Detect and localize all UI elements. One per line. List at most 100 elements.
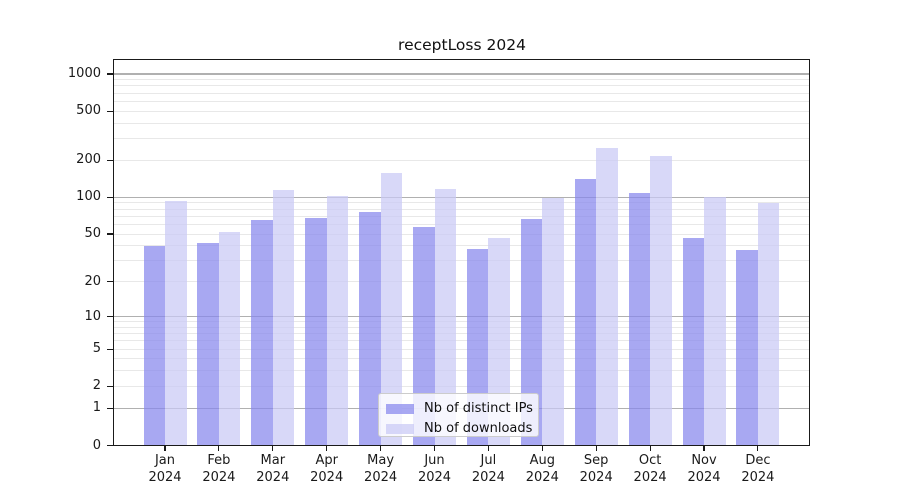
y-tick-label: 20 bbox=[84, 273, 101, 289]
bar-distinct-ips bbox=[251, 220, 273, 446]
bar-distinct-ips bbox=[574, 179, 597, 446]
gridline-minor bbox=[113, 245, 810, 247]
legend: Nb of distinct IPs Nb of downloads bbox=[378, 392, 539, 439]
bar-downloads bbox=[596, 148, 618, 446]
y-tick-label: 100 bbox=[76, 189, 101, 205]
gridline-minor bbox=[113, 358, 810, 360]
x-tick-mark bbox=[649, 446, 651, 451]
x-tick-mark bbox=[703, 446, 705, 451]
gridline-major bbox=[113, 196, 810, 198]
y-tick-mark bbox=[107, 73, 113, 75]
gridline-major bbox=[113, 73, 810, 75]
y-tick-mark bbox=[107, 233, 113, 235]
gridline-minor bbox=[113, 202, 810, 204]
gridline-minor bbox=[113, 110, 810, 112]
chart-title: receptLoss 2024 bbox=[398, 36, 526, 54]
bar-downloads bbox=[704, 196, 726, 446]
gridline-minor bbox=[113, 79, 810, 81]
bar-downloads bbox=[380, 173, 403, 446]
y-tick-mark bbox=[107, 281, 113, 283]
legend-item-downloads: Nb of downloads bbox=[379, 419, 538, 439]
legend-swatch-downloads-icon bbox=[386, 423, 414, 434]
y-tick-label: 1 bbox=[92, 400, 101, 416]
gridline-minor bbox=[113, 208, 810, 210]
legend-item-distinct-ips: Nb of distinct IPs bbox=[379, 399, 538, 419]
x-tick-mark bbox=[218, 446, 220, 451]
x-tick-mark bbox=[595, 446, 597, 451]
y-tick-mark bbox=[107, 407, 113, 409]
bar-downloads bbox=[218, 232, 241, 446]
x-tick-mark bbox=[757, 446, 759, 451]
gridline-minor bbox=[113, 85, 810, 87]
y-tick-mark bbox=[107, 385, 113, 387]
gridline-minor bbox=[113, 92, 810, 94]
x-tick-label: Jun 2024 bbox=[417, 453, 452, 485]
x-tick-label: Apr 2024 bbox=[310, 453, 344, 485]
x-tick-label: Jan 2024 bbox=[148, 453, 182, 485]
gridline-minor bbox=[113, 122, 810, 124]
bar-distinct-ips bbox=[736, 249, 758, 446]
gridline-minor bbox=[113, 260, 810, 262]
x-tick-mark bbox=[541, 446, 543, 451]
x-tick-label: Sep 2024 bbox=[579, 453, 613, 485]
bar-downloads bbox=[272, 189, 295, 446]
x-tick-label: Aug 2024 bbox=[525, 453, 559, 485]
x-tick-mark bbox=[487, 446, 489, 451]
y-tick-label: 0 bbox=[92, 437, 101, 453]
y-tick-mark bbox=[107, 444, 113, 447]
x-tick-mark bbox=[380, 446, 382, 451]
legend-label-downloads: Nb of downloads bbox=[424, 420, 533, 436]
bar-downloads bbox=[757, 202, 780, 446]
y-tick-label: 2 bbox=[92, 378, 101, 394]
bar-downloads bbox=[434, 188, 456, 446]
y-tick-label: 10 bbox=[84, 308, 101, 324]
y-tick-label: 500 bbox=[76, 103, 101, 119]
gridline-minor bbox=[113, 333, 810, 335]
y-tick-label: 200 bbox=[76, 152, 101, 168]
bar-distinct-ips bbox=[628, 193, 651, 446]
gridline-minor bbox=[113, 326, 810, 328]
gridline-minor bbox=[113, 370, 810, 372]
y-tick-mark bbox=[107, 315, 113, 318]
bar-downloads bbox=[542, 198, 564, 446]
bar-distinct-ips bbox=[682, 238, 704, 446]
x-tick-mark bbox=[164, 446, 166, 451]
bar-distinct-ips bbox=[305, 217, 327, 446]
gridline-minor bbox=[113, 233, 810, 235]
x-tick-label: Feb 2024 bbox=[202, 453, 236, 485]
bar-distinct-ips bbox=[197, 243, 219, 446]
y-tick-label: 1000 bbox=[67, 66, 101, 81]
x-tick-label: May 2024 bbox=[364, 453, 398, 485]
x-tick-label: Nov 2024 bbox=[687, 453, 721, 485]
y-tick-mark bbox=[107, 196, 113, 198]
gridline-minor bbox=[113, 340, 810, 342]
gridline-minor bbox=[113, 159, 810, 161]
x-tick-label: Oct 2024 bbox=[633, 453, 667, 485]
y-tick-mark bbox=[107, 159, 113, 161]
y-tick-mark bbox=[107, 110, 113, 112]
gridline-minor bbox=[113, 321, 810, 323]
x-tick-label: Jul 2024 bbox=[471, 453, 505, 485]
x-tick-label: Dec 2024 bbox=[741, 453, 775, 485]
x-tick-mark bbox=[326, 446, 328, 451]
gridline-minor bbox=[113, 281, 810, 283]
y-tick-label: 50 bbox=[84, 226, 101, 242]
x-tick-label: Mar 2024 bbox=[256, 453, 290, 485]
x-tick-mark bbox=[433, 446, 436, 451]
legend-swatch-ips-icon bbox=[386, 403, 414, 414]
gridline-minor bbox=[113, 215, 810, 217]
bar-downloads bbox=[326, 196, 349, 446]
bar-distinct-ips bbox=[413, 227, 435, 446]
y-tick-label: 5 bbox=[92, 341, 101, 357]
gridline-minor bbox=[113, 138, 810, 140]
gridline-minor bbox=[113, 223, 810, 225]
gridline-minor bbox=[113, 100, 810, 102]
bar-downloads bbox=[165, 201, 187, 446]
legend-label-distinct-ips: Nb of distinct IPs bbox=[424, 400, 533, 416]
bar-distinct-ips bbox=[359, 211, 381, 446]
gridline-minor bbox=[113, 385, 810, 387]
bar-distinct-ips bbox=[520, 218, 543, 446]
gridline-major bbox=[113, 315, 810, 318]
x-tick-mark bbox=[272, 446, 274, 451]
